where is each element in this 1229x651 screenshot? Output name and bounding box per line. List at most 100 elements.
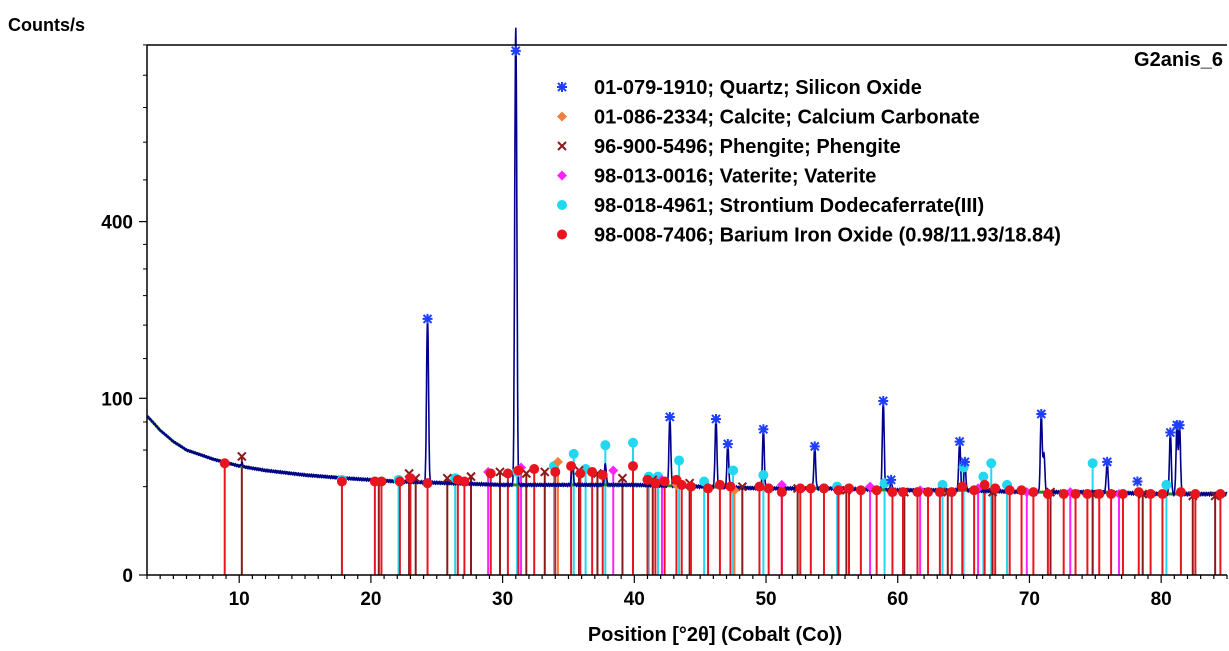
reference-marker-barium (898, 487, 908, 498)
x-tick-label: 40 (624, 589, 645, 610)
reference-marker-barium (887, 487, 898, 498)
reference-marker-barium (1094, 489, 1105, 500)
reference-marker-barium (923, 487, 934, 498)
reference-marker-barium (587, 466, 598, 477)
reference-marker-barium (957, 481, 968, 492)
reference-marker-strontium (674, 455, 685, 466)
reference-marker-barium (818, 483, 829, 494)
reference-marker-barium (795, 483, 806, 494)
reference-marker-barium (1016, 485, 1027, 496)
reference-marker-barium (1070, 489, 1081, 500)
x-tick-label: 10 (229, 589, 250, 610)
reference-markers (219, 45, 1226, 501)
reference-marker-quartz (664, 411, 675, 422)
legend-label-2: 01-086-2334; Calcite; Calcium Carbonate (594, 107, 980, 129)
reference-marker-barium (871, 485, 882, 496)
reference-marker-calcite (552, 456, 563, 467)
reference-marker-phengite (442, 473, 453, 483)
reference-marker-quartz (878, 395, 889, 406)
reference-marker-strontium (1161, 479, 1172, 490)
reference-marker-barium (844, 483, 854, 494)
reference-marker-quartz (422, 313, 433, 324)
reference-marker-vaterite (608, 465, 619, 476)
reference-marker-barium (566, 461, 577, 472)
reference-marker-strontium (758, 470, 769, 481)
x-tick-label: 20 (360, 589, 381, 610)
legend-marker-5 (557, 200, 567, 210)
reference-marker-barium (934, 487, 945, 498)
reference-marker-barium (969, 485, 980, 496)
reference-marker-strontium (568, 448, 579, 459)
reference-marker-quartz (758, 424, 769, 435)
reference-marker-barium (650, 478, 661, 489)
reference-marker-strontium (986, 458, 997, 469)
reference-marker-phengite (237, 451, 247, 462)
reference-marker-quartz (722, 438, 733, 449)
background-curve (146, 414, 1227, 496)
reference-marker-strontium (1087, 458, 1098, 469)
legend-label-4: 98-013-0016; Vaterite; Vaterite (594, 166, 876, 188)
legend-marker-6 (557, 229, 567, 240)
reference-marker-strontium (978, 471, 989, 482)
reference-marker-phengite (521, 468, 532, 479)
reference-marker-barium (1106, 489, 1117, 500)
reference-marker-barium (405, 473, 416, 484)
axes: 10 20 30 40 50 60 70 80 0 100 400 (101, 44, 1228, 610)
legend-marker-2 (557, 111, 567, 122)
x-tick-label: 60 (887, 589, 908, 610)
reference-marker-quartz (710, 413, 721, 424)
reference-marker-barium (422, 478, 433, 489)
background-fit (146, 414, 1227, 496)
reference-marker-barium (485, 468, 496, 479)
reference-marker-barium (1042, 489, 1053, 500)
reference-marker-barium (1175, 487, 1186, 498)
reference-marker-quartz (1036, 409, 1047, 420)
reference-marker-strontium (600, 440, 611, 451)
legend-marker-3 (557, 141, 567, 151)
reference-marker-barium (459, 476, 470, 487)
reference-marker-quartz (959, 456, 970, 467)
reference-marker-phengite (617, 473, 628, 483)
reference-marker-barium (597, 470, 608, 481)
reference-marker-barium (513, 465, 524, 476)
reference-marker-barium (979, 479, 990, 490)
reference-marker-barium (336, 476, 347, 487)
reference-marker-vaterite (776, 479, 787, 490)
reference-marker-barium (1004, 485, 1015, 496)
reference-marker-quartz (1132, 476, 1143, 487)
x-tick-label: 30 (492, 589, 513, 610)
reference-marker-barium (219, 458, 230, 469)
legend-label-6: 98-008-7406; Barium Iron Oxide (0.98/11.… (594, 225, 1061, 247)
reference-marker-phengite (540, 467, 550, 477)
reference-marker-quartz (954, 436, 965, 447)
reference-marker-barium (1133, 487, 1144, 498)
reference-marker-quartz (809, 441, 820, 452)
reference-marker-barium (754, 481, 765, 492)
reference-marker-barium (685, 481, 696, 492)
reference-marker-barium (912, 487, 923, 498)
reference-marker-barium (1190, 489, 1201, 500)
reference-marker-strontium (628, 437, 638, 448)
reference-marker-barium (1157, 489, 1168, 500)
reference-marker-barium (529, 463, 540, 474)
legend: 01-079-1910; Quartz; Silicon Oxide 01-086… (557, 77, 1061, 247)
y-tick-label: 400 (101, 213, 133, 234)
reference-marker-barium (725, 481, 736, 492)
reference-marker-quartz (1165, 427, 1176, 438)
reference-marker-barium (550, 466, 561, 477)
reference-marker-barium (642, 474, 653, 485)
reference-marker-barium (805, 483, 816, 494)
reference-marker-quartz (886, 474, 897, 485)
reference-marker-phengite (495, 467, 505, 477)
reference-marker-barium (502, 468, 513, 479)
legend-label-3: 96-900-5496; Phengite; Phengite (594, 136, 901, 158)
reference-marker-barium (1145, 489, 1156, 500)
reference-marker-barium (703, 483, 714, 494)
reference-marker-barium (1215, 489, 1226, 500)
reference-marker-quartz (510, 45, 521, 56)
x-tick-label: 70 (1019, 589, 1040, 610)
reference-marker-barium (855, 485, 866, 496)
reference-marker-barium (676, 479, 687, 490)
legend-marker-1 (557, 82, 567, 92)
legend-label-5: 98-018-4961; Strontium Dodecaferrate(III… (594, 195, 984, 217)
